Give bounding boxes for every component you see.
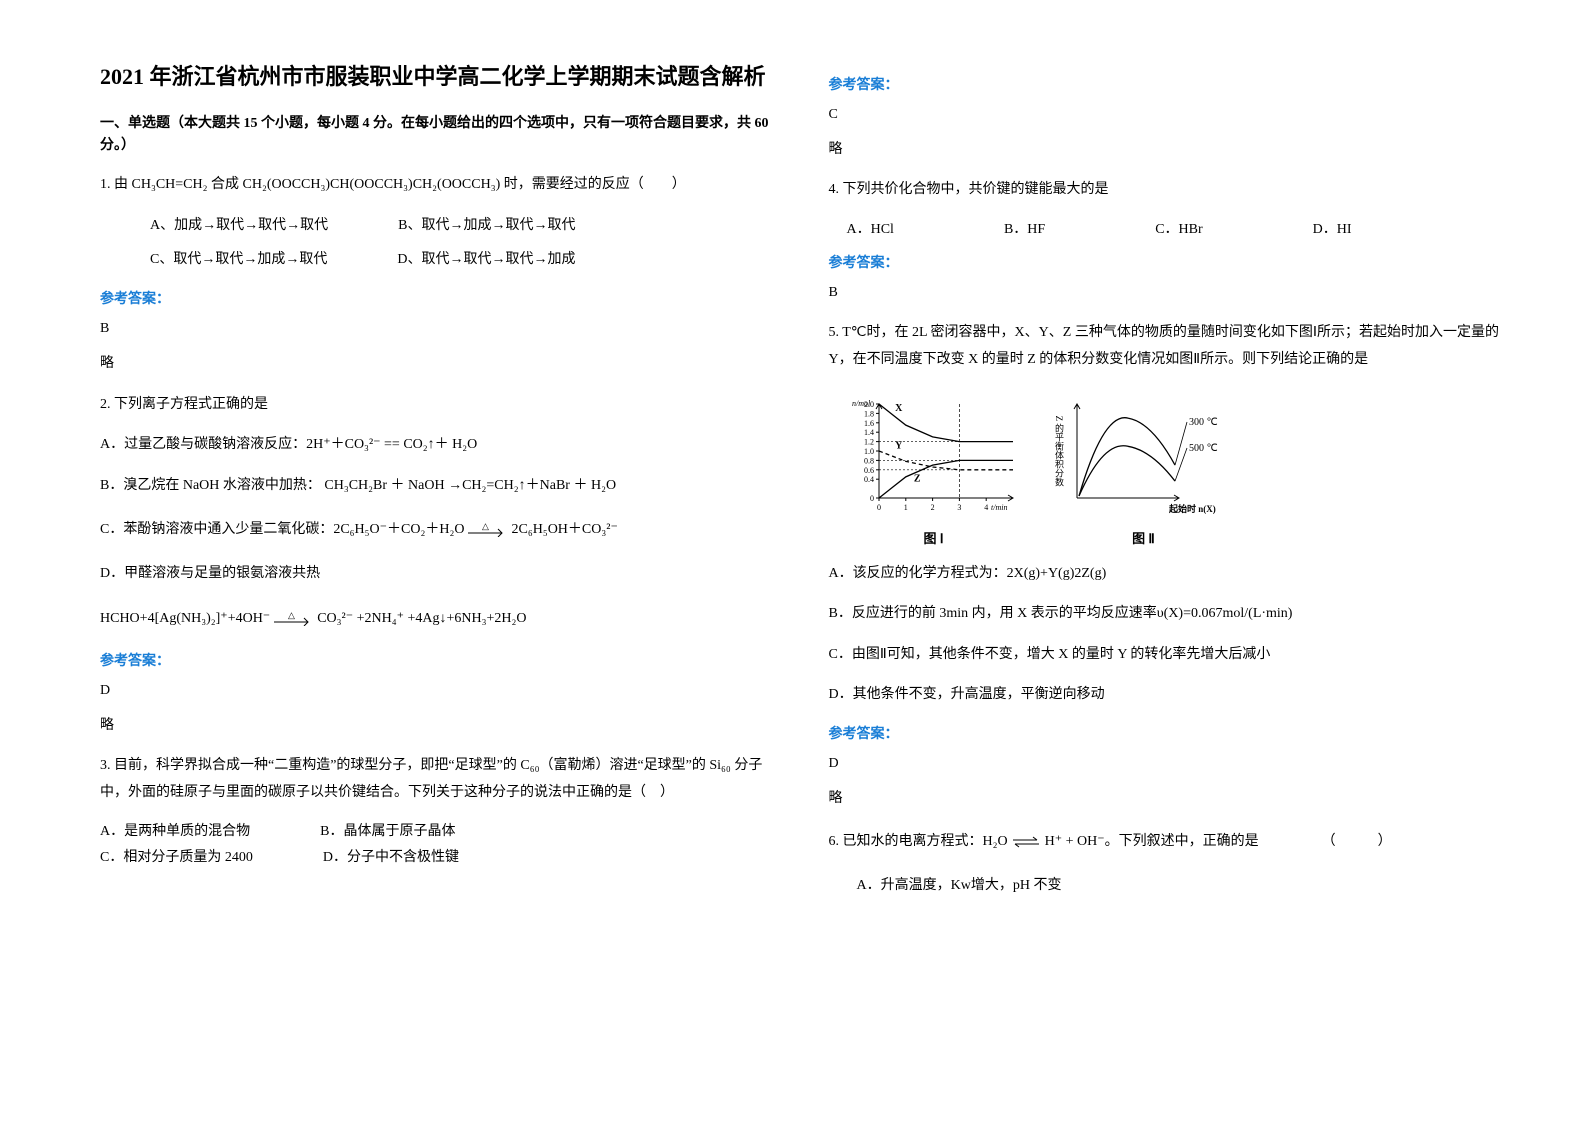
- delta-arrow-icon: △: [274, 612, 314, 626]
- q3-stem: 3. 目前，科学界拟合成一种“二重构造”的球型分子，即把“足球型”的 C₆₀（富…: [100, 753, 779, 806]
- q4-opt-c: C．HBr: [1155, 218, 1202, 238]
- chart-1-wrap: 00.40.60.81.01.21.41.61.82.001234XYZn/mo…: [849, 388, 1019, 547]
- q3-opt-d: D．分子中不含极性键: [323, 846, 459, 866]
- q6-stem: 6. 已知水的电离方程式：H₂O H⁺ + OH⁻。下列叙述中，正确的是 （ ）: [829, 826, 1508, 858]
- q4-answer-label: 参考答案：: [829, 252, 1508, 272]
- q2d-post: CO₃²⁻ +2NH₄⁺ +4Ag↓+6NH₃+2H₂O: [317, 611, 526, 626]
- q1-opt-a: A、加成→取代→取代→取代: [150, 212, 328, 240]
- q2-opt-d-stem: D．甲醛溶液与足量的银氨溶液共热: [100, 561, 779, 588]
- chart-1: 00.40.60.81.01.21.41.61.82.001234XYZn/mo…: [849, 398, 1019, 518]
- equilibrium-arrow-icon: [1011, 836, 1041, 848]
- q3-options: A．是两种单质的混合物 B．晶体属于原子晶体 C．相对分子质量为 2400 D．…: [100, 820, 779, 866]
- q4-stem: 4. 下列共价化合物中，共价键的键能最大的是: [829, 177, 1508, 204]
- chart-1-caption: 图 Ⅰ: [849, 528, 1019, 547]
- q5-opt-a: A．该反应的化学方程式为：2X(g)+Y(g)2Z(g): [829, 561, 1508, 588]
- q2-opt-b: B．溴乙烷在 NaOH 水溶液中加热： CH₃CH₂Br ＋ NaOH →CH₂…: [100, 473, 779, 500]
- svg-text:△: △: [482, 523, 489, 531]
- q6-pre: 6. 已知水的电离方程式：H₂O: [829, 834, 1012, 849]
- svg-text:n/mol: n/mol: [852, 399, 871, 408]
- q6-opt-a: A．升高温度，Kw增大，pH 不变: [829, 872, 1508, 900]
- chart-2-wrap: Z 的平衡体积分数起始时 n(X) 300 ℃ 500 ℃ 图 Ⅱ: [1049, 388, 1239, 547]
- q4-opt-d: D．HI: [1313, 218, 1352, 238]
- svg-text:0.8: 0.8: [864, 456, 874, 465]
- svg-text:0: 0: [870, 494, 874, 503]
- svg-text:X: X: [895, 403, 903, 414]
- q5-answer: D: [829, 751, 1508, 778]
- q5-answer-label: 参考答案：: [829, 723, 1508, 743]
- svg-text:1.6: 1.6: [864, 418, 874, 427]
- q5-opt-c: C．由图Ⅱ可知，其他条件不变，增大 X 的量时 Y 的转化率先增大后减小: [829, 642, 1508, 669]
- section-1-heading: 一、单选题（本大题共 15 个小题，每小题 4 分。在每小题给出的四个选项中，只…: [100, 113, 779, 158]
- q1-opt-c: C、取代→取代→加成→取代: [150, 246, 327, 274]
- q2-opt-d-eq: HCHO+4[Ag(NH₃)₂]⁺+4OH⁻ △ CO₃²⁻ +2NH₄⁺ +4…: [100, 602, 779, 636]
- q1-answer-label: 参考答案：: [100, 288, 779, 308]
- right-column: 参考答案： C 略 4. 下列共价化合物中，共价键的键能最大的是 A．HCl B…: [829, 60, 1508, 914]
- svg-text:Z: Z: [913, 473, 920, 484]
- q1-opt-d: D、取代→取代→取代→加成: [397, 246, 575, 274]
- svg-text:500 ℃: 500 ℃: [1189, 443, 1218, 454]
- q2c-post: 2C₆H₅OH＋CO₃²⁻: [511, 523, 617, 538]
- q5-opt-b: B．反应进行的前 3min 内，用 X 表示的平均反应速率υ(X)=0.067m…: [829, 601, 1508, 628]
- q1-answer: B: [100, 316, 779, 343]
- chart-2: Z 的平衡体积分数起始时 n(X) 300 ℃ 500 ℃: [1049, 398, 1239, 518]
- q5-lue: 略: [829, 786, 1508, 813]
- svg-text:△: △: [288, 612, 295, 620]
- svg-text:2: 2: [930, 503, 934, 512]
- delta-arrow-icon: △: [468, 523, 508, 537]
- q3-opt-a: A．是两种单质的混合物: [100, 820, 250, 840]
- svg-text:0.4: 0.4: [864, 475, 874, 484]
- q2d-pre: HCHO+4[Ag(NH₃)₂]⁺+4OH⁻: [100, 611, 274, 626]
- q1-stem: 1. 由 CH₃CH=CH₂ 合成 CH₂(OOCCH₃)CH(OOCCH₃)C…: [100, 172, 779, 199]
- svg-text:1.4: 1.4: [864, 428, 874, 437]
- q3-lue: 略: [829, 137, 1508, 164]
- q5-opt-d: D．其他条件不变，升高温度，平衡逆向移动: [829, 682, 1508, 709]
- q4-opt-b: B．HF: [1004, 218, 1045, 238]
- chart-2-caption: 图 Ⅱ: [1049, 528, 1239, 547]
- svg-text:起始时 n(X): 起始时 n(X): [1168, 503, 1216, 514]
- svg-text:0: 0: [877, 503, 881, 512]
- svg-text:Z 的平衡体积分数: Z 的平衡体积分数: [1054, 415, 1064, 487]
- svg-text:1.2: 1.2: [864, 437, 874, 446]
- svg-text:0.6: 0.6: [864, 465, 874, 474]
- svg-text:t/min: t/min: [991, 503, 1007, 512]
- q2-answer: D: [100, 678, 779, 705]
- svg-text:3: 3: [957, 503, 961, 512]
- svg-text:1: 1: [903, 503, 907, 512]
- q4-answer: B: [829, 280, 1508, 307]
- q4-opt-a: A．HCl: [847, 218, 894, 238]
- svg-text:1.0: 1.0: [864, 447, 874, 456]
- svg-text:Y: Y: [895, 440, 903, 451]
- q3-answer-label: 参考答案：: [829, 74, 1508, 94]
- q3-opt-b: B．晶体属于原子晶体: [320, 820, 455, 840]
- svg-text:300 ℃: 300 ℃: [1189, 417, 1218, 428]
- q1-opt-b: B、取代→加成→取代→取代: [398, 212, 575, 240]
- svg-text:4: 4: [984, 503, 988, 512]
- q2-stem: 2. 下列离子方程式正确的是: [100, 392, 779, 419]
- q2-answer-label: 参考答案：: [100, 650, 779, 670]
- q5-stem: 5. T℃时，在 2L 密闭容器中，X、Y、Z 三种气体的物质的量随时间变化如下…: [829, 320, 1508, 373]
- left-column: 2021 年浙江省杭州市市服装职业中学高二化学上学期期末试题含解析 一、单选题（…: [100, 60, 779, 914]
- q2-opt-a: A．过量乙酸与碳酸钠溶液反应：2H⁺＋CO₃²⁻ == CO₂↑＋ H₂O: [100, 432, 779, 459]
- q1-options: A、加成→取代→取代→取代 B、取代→加成→取代→取代 C、取代→取代→加成→取…: [100, 212, 779, 274]
- q6-post: H⁺ + OH⁻。下列叙述中，正确的是 （ ）: [1045, 834, 1392, 849]
- q3-opt-c: C．相对分子质量为 2400: [100, 846, 253, 866]
- q1-lue: 略: [100, 351, 779, 378]
- page-root: 2021 年浙江省杭州市市服装职业中学高二化学上学期期末试题含解析 一、单选题（…: [0, 0, 1587, 954]
- q2c-pre: C．苯酚钠溶液中通入少量二氧化碳：2C₆H₅O⁻＋CO₂＋H₂O: [100, 523, 468, 538]
- q4-options: A．HCl B．HF C．HBr D．HI: [829, 218, 1508, 238]
- q2-opt-c: C．苯酚钠溶液中通入少量二氧化碳：2C₆H₅O⁻＋CO₂＋H₂O △ 2C₆H₅…: [100, 513, 779, 547]
- q3-answer: C: [829, 102, 1508, 129]
- doc-title: 2021 年浙江省杭州市市服装职业中学高二化学上学期期末试题含解析: [100, 60, 779, 93]
- svg-text:1.8: 1.8: [864, 409, 874, 418]
- q2-lue: 略: [100, 713, 779, 740]
- q5-charts: 00.40.60.81.01.21.41.61.82.001234XYZn/mo…: [849, 388, 1508, 547]
